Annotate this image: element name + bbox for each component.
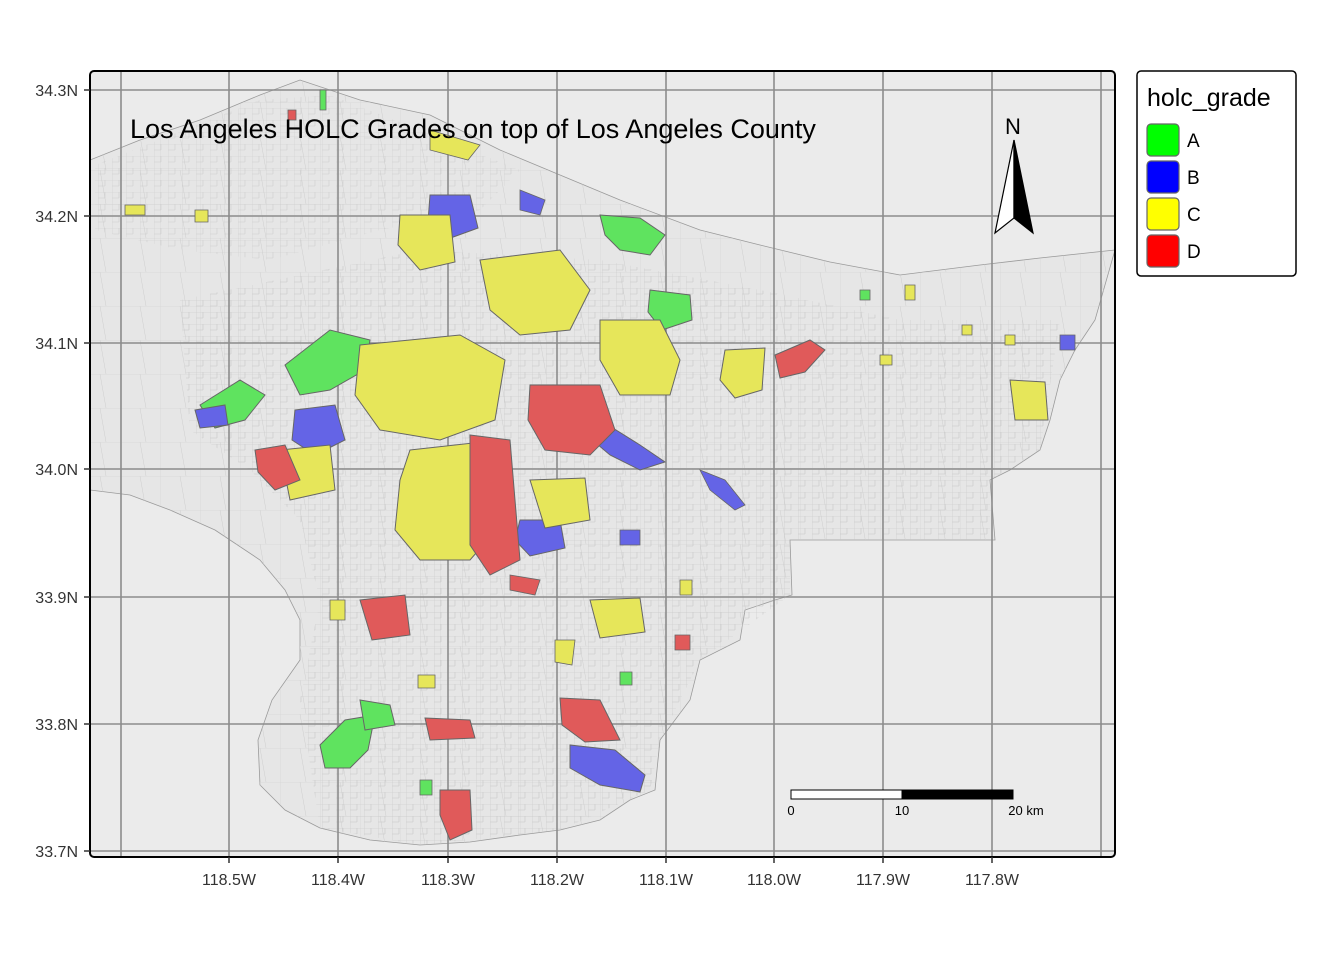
legend-swatch-d	[1146, 234, 1180, 268]
north-label: N	[1005, 114, 1021, 139]
lon-tick-label: 118.4W	[311, 872, 366, 889]
holc-fragment-b	[1059, 334, 1076, 351]
axes: 34.3N 34.2N 34.1N 34.0N 33.9N 33.8N 33.7N 118.5…	[35, 83, 1020, 889]
legend-label-d: D	[1187, 242, 1201, 263]
scale-bar: 0 10 20 km	[787, 789, 1044, 818]
holc-fragment-c	[124, 204, 146, 216]
lat-tick-label: 34.0N	[35, 462, 78, 479]
scale-label-20: 20 km	[1008, 803, 1043, 818]
region-c-hollywood	[354, 334, 506, 441]
lon-tick-label: 118.5W	[202, 872, 257, 889]
lat-tick-label: 34.1N	[35, 336, 78, 353]
legend-label-c: C	[1187, 205, 1201, 226]
north-arrow-right-icon	[1013, 139, 1034, 235]
lon-tick-label: 118.0W	[747, 872, 802, 889]
holc-regions	[124, 89, 1076, 841]
north-arrow: N	[994, 114, 1034, 235]
holc-fragment-c	[961, 324, 973, 336]
region-c-whittier	[1009, 379, 1049, 421]
scale-bar-black-segment	[901, 789, 1014, 800]
region-d-hawthorne	[359, 594, 411, 641]
holc-fragment-d	[287, 109, 297, 121]
lon-tick-label: 117.8W	[965, 872, 1020, 889]
region-a-torrance	[359, 699, 396, 731]
region-c-compton	[589, 597, 646, 639]
legend-label-a: A	[1187, 131, 1200, 152]
lon-tick-label: 118.1W	[639, 872, 694, 889]
region-a-palos-verdes	[319, 714, 376, 769]
region-c-pasadena	[599, 319, 681, 396]
legend-swatch-a	[1146, 123, 1180, 157]
region-d-el-monte	[774, 339, 826, 379]
region-c-huntington-park	[529, 477, 591, 529]
region-c-san-fernando	[397, 214, 456, 271]
scale-label-10: 10	[895, 803, 909, 818]
region-d-boyle-heights	[527, 384, 616, 456]
legend-label-b: B	[1187, 168, 1200, 189]
holc-fragment-a	[859, 289, 871, 301]
lat-tick-label: 33.7N	[35, 844, 78, 861]
region-d-san-pedro	[439, 789, 473, 841]
holc-fragment-a	[319, 89, 327, 111]
lon-tick-label: 118.2W	[530, 872, 585, 889]
map-frame	[89, 70, 1116, 858]
holc-fragment-b	[619, 529, 641, 546]
holc-fragment-c	[429, 129, 481, 161]
holc-fragment-b	[519, 189, 546, 216]
holc-fragment-c	[679, 579, 693, 596]
map-title: Los Angeles HOLC Grades on top of Los An…	[130, 114, 816, 144]
lon-tick-label: 117.9W	[856, 872, 911, 889]
region-c-monterey-park	[719, 347, 766, 399]
lon-tick-label: 118.3W	[421, 872, 476, 889]
region-d-venice	[254, 444, 301, 491]
lat-tick-label: 33.8N	[35, 717, 78, 734]
legend-swatch-b	[1146, 160, 1180, 194]
holc-fragment-c	[194, 209, 209, 223]
holc-fragment-c	[329, 599, 346, 621]
region-a-glendale	[599, 214, 666, 256]
legend-swatch-c	[1146, 197, 1180, 231]
holc-fragment-b	[699, 469, 746, 511]
region-c-glendale	[479, 249, 591, 336]
scale-label-0: 0	[787, 803, 794, 818]
region-d-watts	[559, 697, 621, 743]
lat-tick-label: 34.3N	[35, 83, 78, 100]
holc-fragment-c	[879, 354, 893, 366]
holc-fragment-a	[619, 671, 633, 686]
holc-fragment-c	[904, 284, 916, 301]
lat-tick-label: 33.9N	[35, 590, 78, 607]
holc-fragment-c	[417, 674, 436, 689]
holc-fragment-a	[419, 779, 433, 796]
region-d-long-beach	[424, 717, 476, 741]
legend-title: holc_grade	[1147, 84, 1271, 112]
holc-fragment-c	[1004, 334, 1016, 346]
lat-tick-label: 34.2N	[35, 209, 78, 226]
region-b-santa-monica	[194, 404, 229, 429]
holc-fragment-d	[674, 634, 691, 651]
county-shape	[90, 79, 1115, 846]
region-d-south-central	[469, 434, 521, 576]
scale-bar-white-segment	[790, 789, 903, 800]
holc-fragment-c	[554, 639, 576, 666]
region-b-long-beach	[569, 744, 646, 793]
holc-fragment-d	[509, 574, 541, 596]
